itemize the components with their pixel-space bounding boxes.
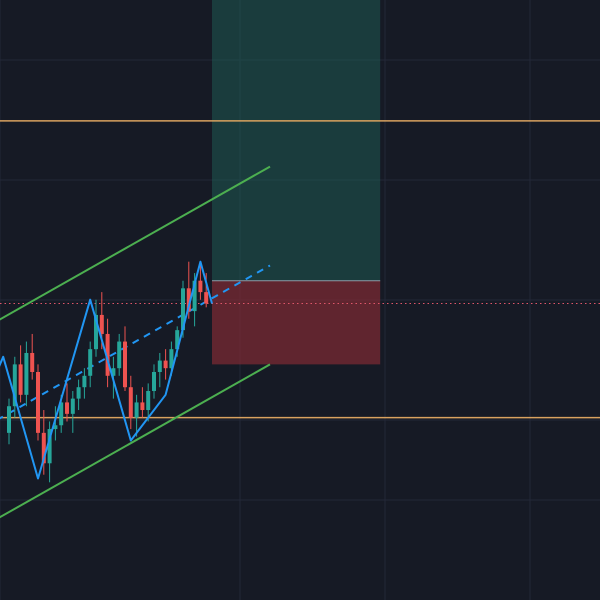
candle <box>105 318 110 388</box>
candle-body <box>181 288 185 331</box>
candle <box>88 341 93 388</box>
horizontal-levels[interactable] <box>0 120 600 419</box>
candle-body <box>123 341 127 388</box>
candle-body <box>30 352 35 372</box>
candle-body <box>59 402 64 426</box>
candle-body <box>105 333 110 376</box>
candle-body <box>117 341 122 369</box>
candle-body <box>99 314 104 334</box>
candle-body <box>146 391 151 411</box>
candle <box>76 379 81 411</box>
candle-body <box>70 398 75 414</box>
candle-body <box>186 288 191 312</box>
candle <box>117 333 122 376</box>
candle-body <box>18 364 23 395</box>
candle <box>146 383 151 422</box>
candle-body <box>152 371 156 392</box>
candle-body <box>53 425 58 430</box>
candle-body <box>94 314 98 350</box>
candle <box>152 364 156 399</box>
candle <box>128 375 133 430</box>
stop-zone[interactable] <box>212 280 381 365</box>
candle-body <box>76 387 81 399</box>
candle <box>204 273 209 308</box>
candle <box>82 368 87 399</box>
candle-body <box>157 360 162 372</box>
candle <box>94 299 98 357</box>
candle-body <box>82 375 87 388</box>
candle <box>7 398 11 445</box>
candle <box>157 352 162 388</box>
candle-body <box>65 402 69 414</box>
channel-upper-line[interactable] <box>0 165 271 334</box>
candle <box>140 387 145 418</box>
parallel-channel[interactable] <box>0 165 271 532</box>
candle-body <box>36 371 40 433</box>
candle <box>163 349 168 380</box>
candle-body <box>128 387 133 418</box>
candle <box>41 410 46 475</box>
candle-body <box>163 360 168 369</box>
candle <box>70 391 75 433</box>
candle-body <box>198 280 203 293</box>
candle-body <box>7 406 11 433</box>
candle-body <box>192 280 197 312</box>
candle <box>30 333 35 380</box>
candle-body <box>41 432 46 464</box>
channel-lower-line[interactable] <box>0 363 271 531</box>
candle <box>47 421 52 483</box>
candle <box>134 394 139 437</box>
candle <box>198 261 203 300</box>
candle-body <box>12 364 17 407</box>
candle <box>24 341 29 407</box>
zigzag-line[interactable] <box>0 260 213 480</box>
candle-body <box>134 402 139 418</box>
candle <box>18 345 23 403</box>
candle-body <box>88 349 93 376</box>
candlesticks <box>7 261 209 483</box>
candle-body <box>175 330 180 350</box>
position-zones[interactable] <box>212 0 381 365</box>
candle-body <box>169 349 174 369</box>
candle <box>12 356 17 418</box>
candle-body <box>24 352 29 395</box>
candle-body <box>111 368 116 376</box>
candle <box>36 364 40 441</box>
candle-body <box>47 429 52 464</box>
candle <box>123 326 127 392</box>
candle <box>65 383 69 422</box>
candle-body <box>140 402 145 411</box>
candle-body <box>204 292 209 304</box>
channel-midline[interactable] <box>0 264 271 432</box>
zigzag-polyline[interactable] <box>0 260 213 480</box>
candle <box>53 406 58 441</box>
target-zone[interactable] <box>212 0 381 281</box>
